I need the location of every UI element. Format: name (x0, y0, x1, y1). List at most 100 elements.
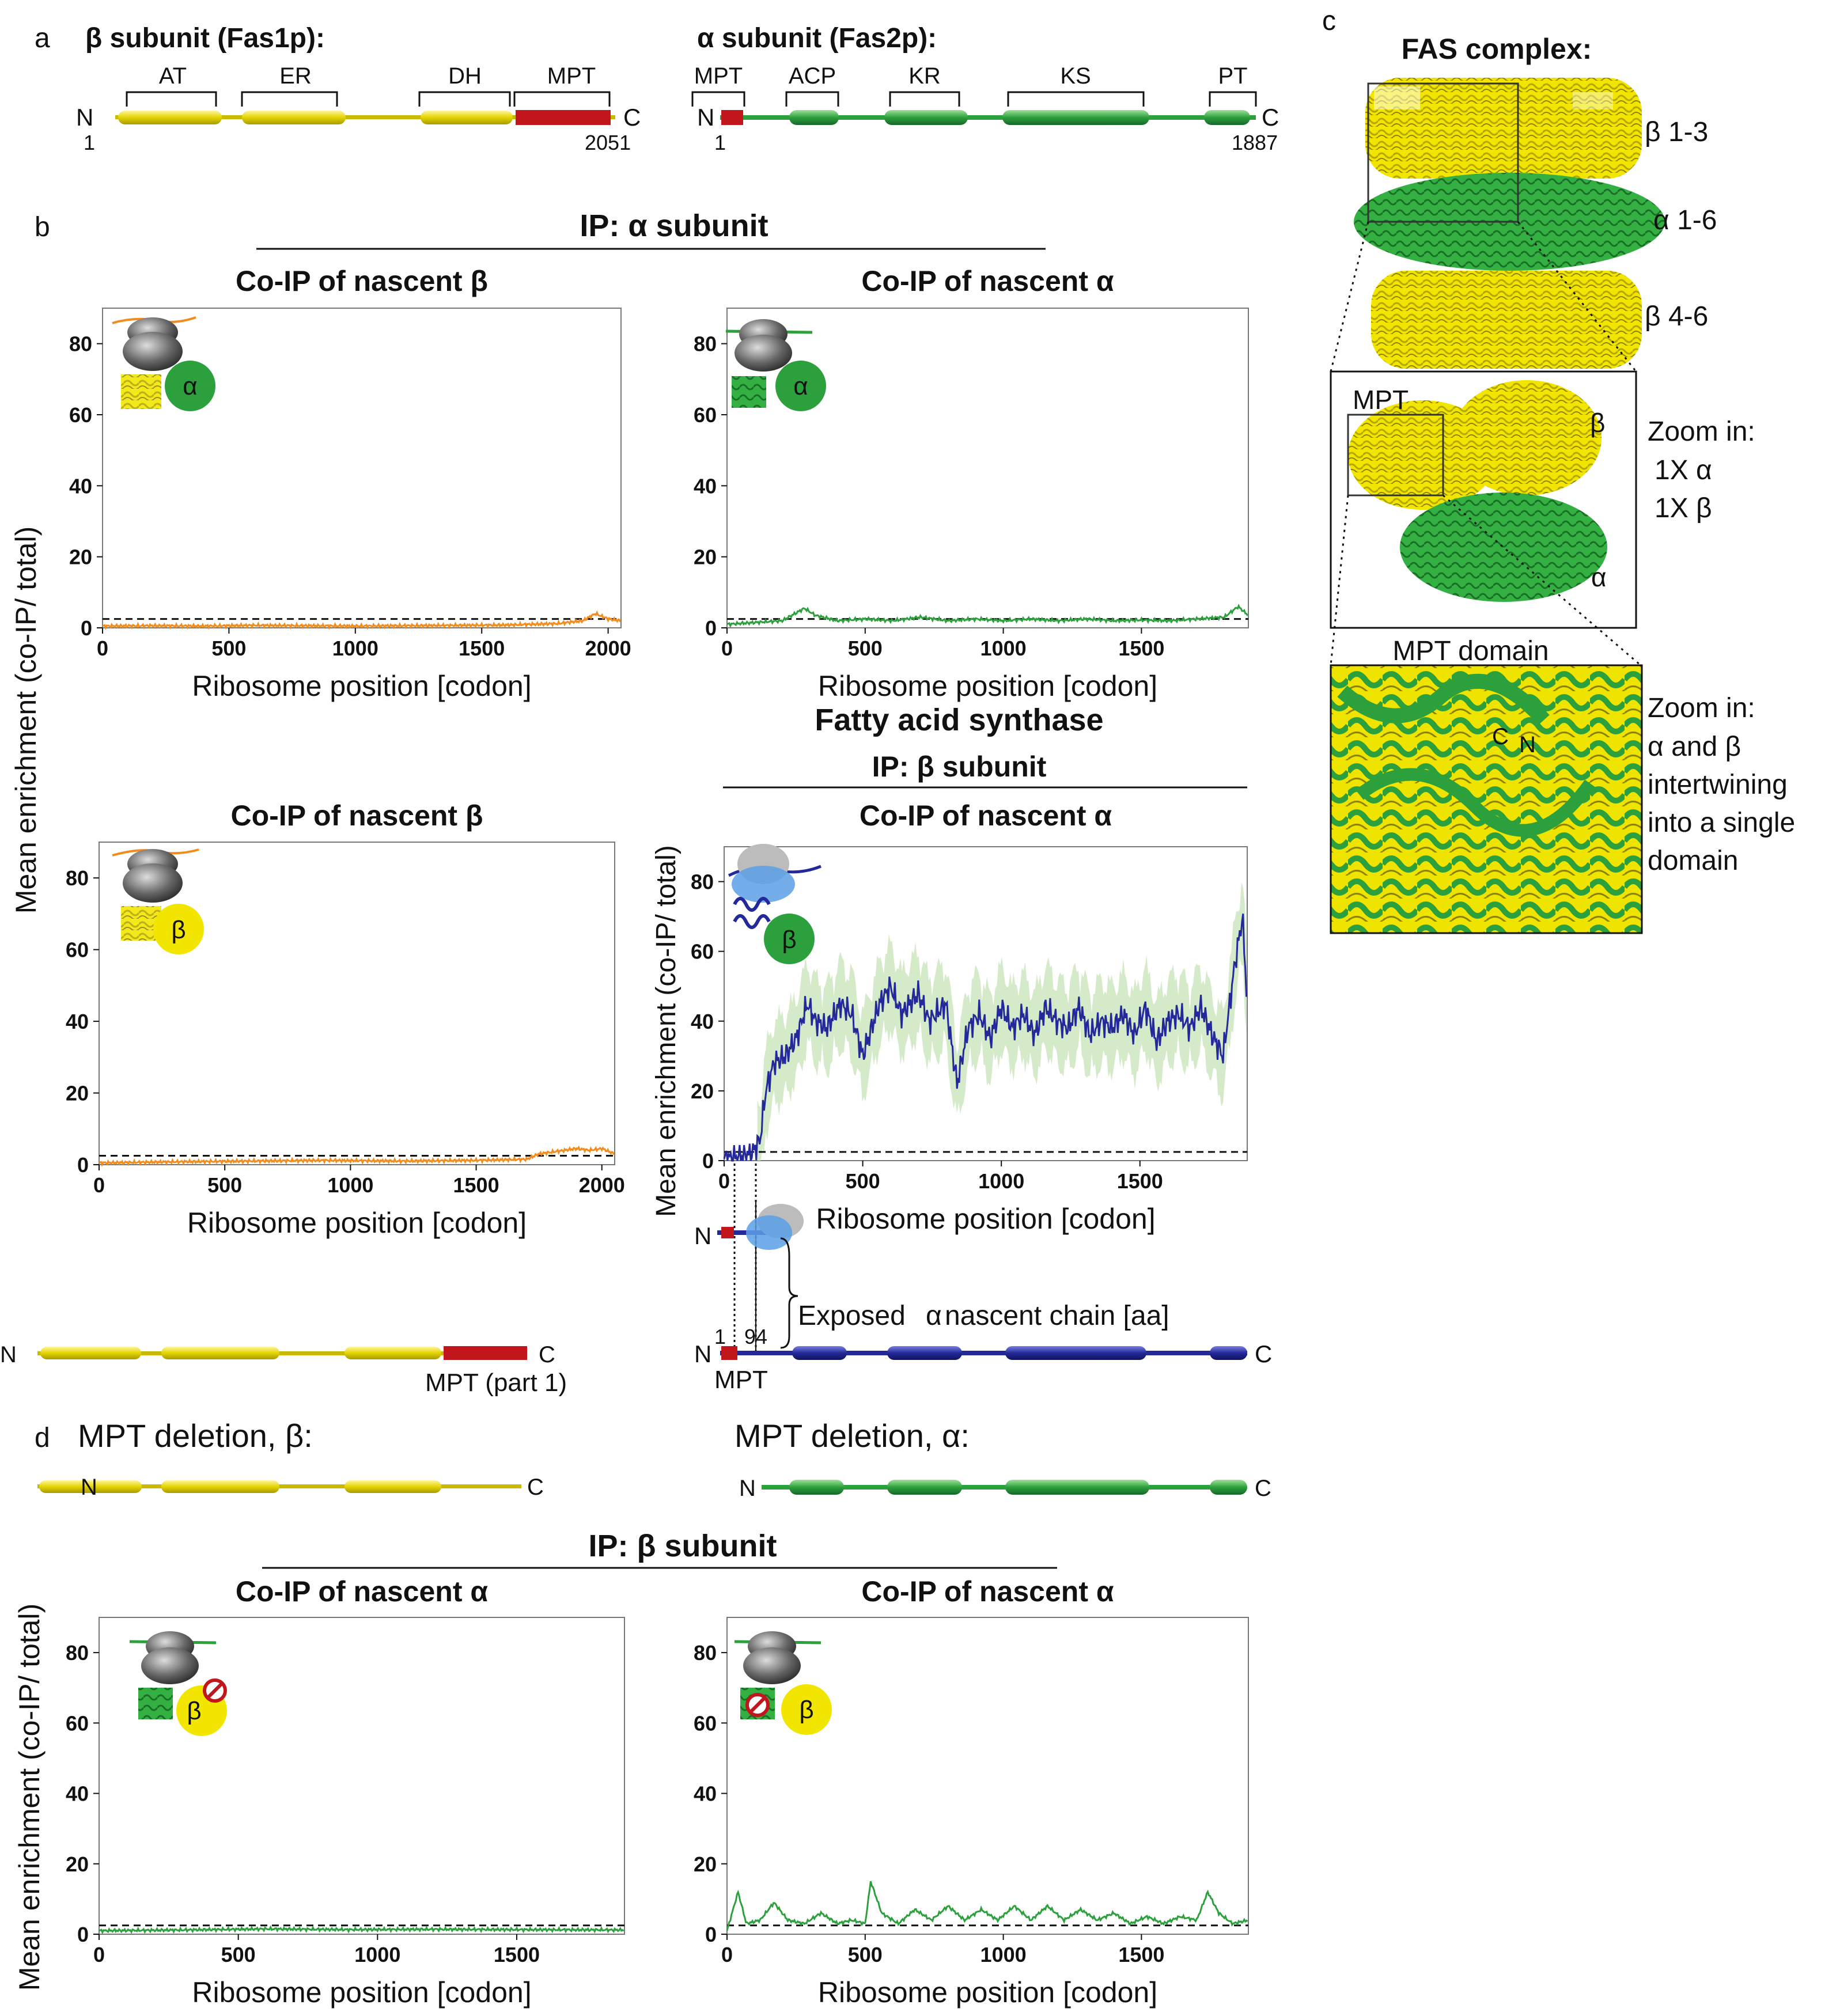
x-axis-label: Ribosome position [codon] (818, 670, 1157, 702)
x-axis-label: Ribosome position [codon] (187, 1207, 527, 1239)
chart-title: Co-IP of nascent α (861, 265, 1114, 297)
alpha-deletion-n: N (739, 1476, 756, 1501)
zoom1-caption-2: 1X α (1655, 455, 1712, 486)
domain-label-at: AT (159, 63, 187, 89)
panel-letter-d: d (35, 1423, 50, 1453)
plot-frame (726, 1617, 1249, 1935)
beta-deletion-n: N (81, 1475, 97, 1500)
series-line (102, 610, 622, 630)
alpha-domain-brackets (691, 91, 1257, 107)
panel-letter-b: b (35, 212, 50, 242)
beta-end-residue: 2051 (585, 131, 631, 154)
series-line (99, 1925, 624, 1935)
fas-title: Fatty acid synthase (815, 703, 1103, 737)
y-tick-label: 20 (694, 545, 717, 569)
y-axis-label-b4: Mean enrichment (co-IP/ total) (651, 845, 682, 1217)
zoom2-caption-3: intertwining (1648, 770, 1788, 800)
icon-alpha-label-2: α (793, 372, 808, 400)
x-tick-label: 500 (221, 1943, 256, 1966)
x-tick-label: 1000 (354, 1943, 400, 1966)
chart-title: Co-IP of nascent α (236, 1575, 488, 1608)
y-tick-label: 40 (691, 1010, 714, 1033)
beta-start-residue: 1 (84, 131, 95, 154)
exposed-label-pre: Exposed (798, 1301, 906, 1331)
mpt-deletion-beta-title: MPT deletion, β: (78, 1418, 313, 1454)
panel-a: a β subunit (Fas1p): α subunit (Fas2p): … (35, 23, 1279, 154)
plot-frame (99, 1617, 625, 1935)
series-line (99, 1145, 615, 1167)
panel-letter-c: c (1322, 6, 1336, 36)
marker-1: 1 (714, 1325, 726, 1348)
alpha-end-residue: 1887 (1232, 131, 1278, 154)
y-tick-label: 60 (694, 403, 717, 427)
ribosome-deletion-icon-2: β (734, 1631, 832, 1735)
domain-label-dh: DH (448, 63, 482, 89)
x-tick-label: 500 (846, 1169, 880, 1193)
zoom2-caption-2: α and β (1648, 732, 1741, 762)
zoom2-caption-1: Zoom in: (1648, 693, 1755, 723)
domain-label-mpt-beta: MPT (547, 63, 596, 89)
ribosome-beta-icon-1: β (112, 848, 204, 954)
domain-label-acp: ACP (789, 63, 836, 89)
y-tick-label: 0 (705, 616, 717, 640)
x-tick-label: 500 (848, 1943, 883, 1966)
marker-94: 94 (744, 1325, 767, 1348)
beta-subunit-title: β subunit (Fas1p): (85, 23, 325, 54)
exposed-label-alpha: α (926, 1301, 942, 1331)
domain-label-ks: KS (1060, 63, 1091, 89)
n-terminus-label: N (1519, 732, 1536, 757)
x-tick-label: 1000 (980, 1943, 1027, 1966)
x-tick-label: 1000 (978, 1169, 1024, 1193)
y-tick-label: 20 (694, 1852, 717, 1876)
plot-frame (726, 308, 1249, 628)
zoom-box-1: MPT β α (1330, 370, 1637, 629)
alpha-n-terminus: N (697, 104, 714, 131)
alpha-blue-n: N (694, 1340, 711, 1367)
icon-beta-label-1: β (171, 916, 185, 944)
ribosome-beta-icon-2: β (728, 844, 821, 964)
x-tick-label: 1000 (980, 636, 1027, 660)
y-tick-label: 80 (694, 1641, 717, 1665)
chart-deletion-beta-nascent-alpha: Co-IP of nascent α 0 20 40 60 80 0 500 1000 1500 R… (66, 1575, 625, 2009)
zoom1-caption-1: Zoom in: (1648, 416, 1755, 447)
panel-letter-a: a (35, 23, 50, 54)
alpha-deletion-bar: N C (739, 1476, 1271, 1501)
x-axis-label: Ribosome position [codon] (192, 1976, 531, 2009)
x-tick-label: 1500 (1117, 1169, 1163, 1193)
exposed-chain-schematic: N Exposed α nascent chain [aa] 1 94 N C … (694, 1164, 1272, 1394)
ribosome-alpha-icon-2: α (725, 319, 826, 411)
x-tick-label: 1000 (332, 636, 378, 660)
y-tick-label: 20 (691, 1079, 714, 1103)
y-axis-label-d: Mean enrichment (co-IP/ total) (13, 1604, 46, 1991)
y-tick-label: 60 (66, 938, 89, 962)
ip-alpha-header: IP: α subunit (580, 209, 768, 243)
zoom1-beta: β (1590, 408, 1605, 438)
x-tick-label: 0 (97, 636, 108, 660)
chart-title: Co-IP of nascent α (860, 799, 1112, 832)
y-tick-label: 20 (66, 1852, 89, 1876)
x-tick-label: 1500 (459, 636, 505, 660)
beta-deletion-bar: N C (37, 1475, 544, 1500)
ribosome-alpha-icon-1: α (112, 316, 215, 411)
icon-beta-label-2: β (782, 926, 796, 954)
x-tick-label: 0 (718, 1169, 730, 1193)
c-terminus-label: C (1492, 724, 1509, 749)
series-line (723, 914, 1248, 1162)
alpha-blue-mpt: MPT (714, 1366, 768, 1394)
x-tick-label: 1500 (1118, 636, 1164, 660)
y-axis-label-b: Mean enrichment (co-IP/ total) (10, 526, 42, 914)
ip-beta-header-d: IP: β subunit (589, 1529, 777, 1563)
zoom1-mpt: MPT (1353, 385, 1409, 415)
ip-beta-header: IP: β subunit (872, 751, 1047, 783)
ribosome-deletion-icon-1: β (129, 1631, 227, 1736)
domain-label-mpt-alpha: MPT (694, 63, 743, 89)
y-tick-label: 80 (691, 870, 714, 894)
y-tick-label: 40 (66, 1782, 89, 1806)
mpt-deletion-alpha-title: MPT deletion, α: (735, 1418, 970, 1454)
zoom2-caption-4: into a single (1648, 808, 1795, 838)
zoom1-caption-3: 1X β (1655, 493, 1712, 524)
confidence-band (757, 882, 1247, 1161)
x-tick-label: 0 (93, 1173, 105, 1197)
mpt-domain-title: MPT domain (1392, 636, 1549, 666)
x-tick-label: 500 (848, 636, 883, 660)
